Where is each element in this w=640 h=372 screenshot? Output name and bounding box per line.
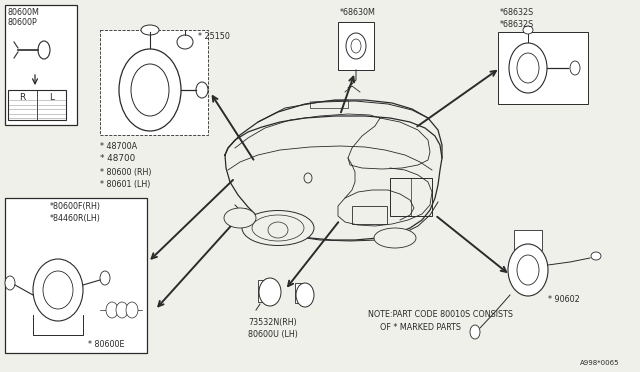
- Bar: [100, 30, 208, 135]
- Text: *68630M: *68630M: [340, 8, 376, 17]
- Text: * 48700: * 48700: [100, 154, 135, 163]
- Bar: [514, 230, 542, 250]
- Text: *80600F(RH): *80600F(RH): [50, 202, 101, 211]
- Ellipse shape: [131, 64, 169, 116]
- Text: * 80600 (RH): * 80600 (RH): [100, 168, 152, 177]
- Text: 80600U (LH): 80600U (LH): [248, 330, 298, 339]
- Bar: [258, 280, 272, 302]
- Text: L: L: [49, 93, 54, 102]
- Ellipse shape: [106, 302, 118, 318]
- Text: 80600P: 80600P: [8, 18, 38, 27]
- Ellipse shape: [224, 208, 256, 228]
- Ellipse shape: [116, 302, 128, 318]
- Bar: [5, 5, 77, 125]
- Text: R: R: [19, 93, 25, 102]
- Text: * 90602: * 90602: [548, 295, 580, 304]
- Ellipse shape: [517, 255, 539, 285]
- Ellipse shape: [126, 302, 138, 318]
- Ellipse shape: [38, 41, 50, 59]
- Ellipse shape: [570, 61, 580, 75]
- Ellipse shape: [196, 82, 208, 98]
- Ellipse shape: [259, 278, 281, 306]
- Text: *68632S: *68632S: [500, 20, 534, 29]
- Ellipse shape: [374, 228, 416, 248]
- Ellipse shape: [177, 35, 193, 49]
- Text: NOTE:PART CODE 80010S CONSISTS: NOTE:PART CODE 80010S CONSISTS: [368, 310, 513, 319]
- Ellipse shape: [5, 276, 15, 290]
- Ellipse shape: [470, 325, 480, 339]
- Bar: [498, 32, 588, 104]
- Ellipse shape: [508, 244, 548, 296]
- Text: * 80600E: * 80600E: [88, 340, 125, 349]
- Ellipse shape: [591, 252, 601, 260]
- Text: * 48700A: * 48700A: [100, 142, 137, 151]
- Bar: [338, 22, 374, 70]
- Ellipse shape: [304, 173, 312, 183]
- Ellipse shape: [296, 283, 314, 307]
- Text: 80600M: 80600M: [8, 8, 40, 17]
- Bar: [295, 283, 305, 303]
- Text: *84460R(LH): *84460R(LH): [50, 214, 101, 223]
- Ellipse shape: [43, 271, 73, 309]
- Ellipse shape: [119, 49, 181, 131]
- Ellipse shape: [523, 26, 533, 34]
- Bar: [352, 206, 387, 224]
- Text: 73532N(RH): 73532N(RH): [248, 318, 297, 327]
- Text: *68632S: *68632S: [500, 8, 534, 17]
- Text: OF * MARKED PARTS: OF * MARKED PARTS: [380, 323, 461, 332]
- Bar: [8, 90, 66, 120]
- Bar: [390, 178, 432, 216]
- Ellipse shape: [517, 53, 539, 83]
- Ellipse shape: [351, 39, 361, 53]
- Ellipse shape: [100, 271, 110, 285]
- Text: * 25150: * 25150: [198, 32, 230, 41]
- Ellipse shape: [33, 259, 83, 321]
- Text: * 80601 (LH): * 80601 (LH): [100, 180, 150, 189]
- Ellipse shape: [252, 215, 304, 241]
- Ellipse shape: [346, 33, 366, 59]
- Ellipse shape: [509, 43, 547, 93]
- Ellipse shape: [141, 25, 159, 35]
- Bar: [5, 198, 147, 353]
- Text: A998*0065: A998*0065: [580, 360, 620, 366]
- Ellipse shape: [242, 211, 314, 246]
